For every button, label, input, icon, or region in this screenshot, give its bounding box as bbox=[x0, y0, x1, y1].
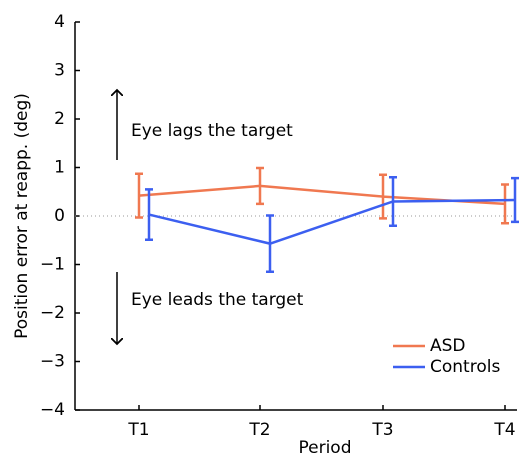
x-tick-label: T2 bbox=[248, 420, 270, 440]
legend-label: Controls bbox=[430, 357, 500, 377]
line bbox=[148, 198, 516, 245]
y-tick-label: −4 bbox=[40, 400, 65, 420]
y-tick-label: 4 bbox=[54, 12, 65, 32]
y-tick-label: −2 bbox=[40, 303, 65, 323]
error-bar bbox=[135, 172, 143, 219]
annotation: Eye lags the target bbox=[131, 121, 293, 141]
x-axis-label: Period bbox=[298, 438, 351, 458]
error-bar bbox=[266, 214, 274, 274]
y-tick-label: 0 bbox=[54, 206, 65, 226]
error-bar bbox=[501, 183, 509, 225]
y-tick-label: 3 bbox=[54, 61, 65, 81]
x-tick-label: T4 bbox=[493, 420, 515, 440]
y-tick-label: 1 bbox=[54, 158, 65, 178]
x-tick-label: T3 bbox=[371, 420, 393, 440]
legend-label: ASD bbox=[430, 336, 466, 356]
error-bar bbox=[389, 175, 397, 227]
annotation: Eye leads the target bbox=[131, 290, 304, 310]
y-tick-label: −1 bbox=[40, 255, 65, 275]
error-bar bbox=[379, 173, 387, 220]
error-bar bbox=[145, 188, 153, 242]
error-bar bbox=[256, 166, 264, 206]
x-tick-label: T1 bbox=[127, 420, 149, 440]
y-axis-label: Position error at reapp. (deg) bbox=[12, 93, 32, 339]
y-tick-label: 2 bbox=[54, 109, 65, 129]
y-tick-label: −3 bbox=[40, 352, 65, 372]
error-bar bbox=[511, 176, 519, 224]
